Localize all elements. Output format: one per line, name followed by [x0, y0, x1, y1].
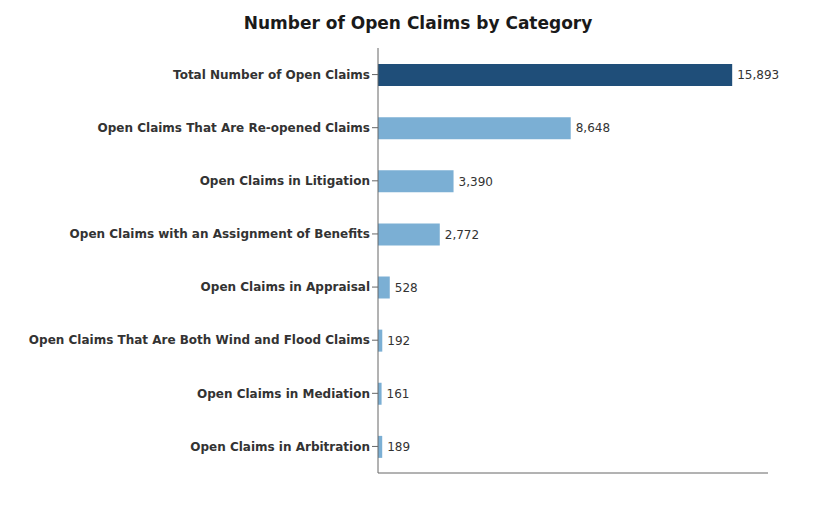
- svg-text:8,648: 8,648: [576, 121, 610, 135]
- svg-text:Open Claims That Are Re-opened: Open Claims That Are Re-opened Claims: [98, 121, 370, 135]
- svg-text:161: 161: [387, 387, 410, 401]
- svg-text:15,893: 15,893: [737, 68, 779, 82]
- svg-text:2,772: 2,772: [445, 228, 479, 242]
- svg-text:Open Claims in Litigation: Open Claims in Litigation: [200, 174, 370, 188]
- svg-text:Open Claims with an Assignment: Open Claims with an Assignment of Benefi…: [70, 227, 370, 241]
- svg-text:Total Number of Open Claims: Total Number of Open Claims: [173, 68, 370, 82]
- svg-text:Open Claims in Mediation: Open Claims in Mediation: [197, 387, 370, 401]
- svg-text:Open Claims in Arbitration: Open Claims in Arbitration: [190, 440, 370, 454]
- svg-text:3,390: 3,390: [459, 175, 493, 189]
- svg-text:Open Claims in Appraisal: Open Claims in Appraisal: [201, 280, 370, 294]
- html-text:Number of Open Claims by Categ: Number of Open Claims by Category: [243, 13, 593, 33]
- svg-text:192: 192: [387, 334, 410, 348]
- svg-text:528: 528: [395, 281, 418, 295]
- svg-text:Open Claims That Are Both Wind: Open Claims That Are Both Wind and Flood…: [29, 333, 370, 347]
- svg-text:189: 189: [387, 440, 410, 454]
